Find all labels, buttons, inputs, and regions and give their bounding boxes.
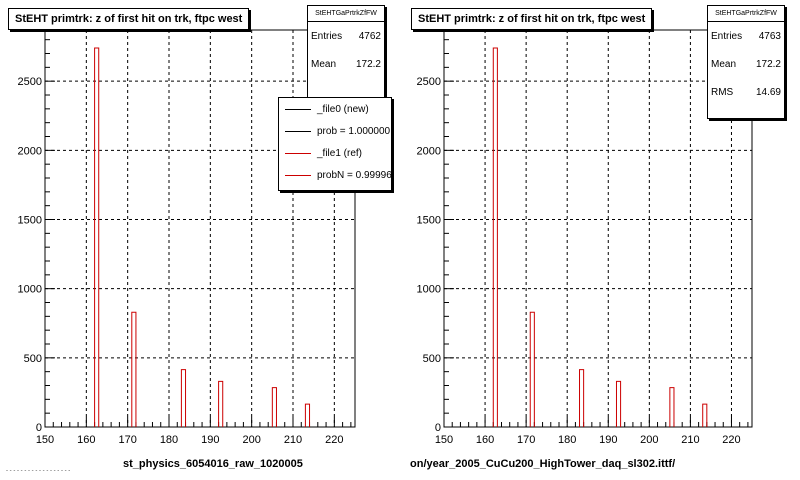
left-ytick-label-1500: 1500 — [18, 215, 42, 227]
left-bar-0-2 — [180, 369, 187, 427]
left-xtick-label-220: 220 — [325, 434, 343, 446]
left-xtick-label-180: 180 — [160, 434, 178, 446]
legend-label-probn: probN = 0.999966 — [317, 169, 392, 181]
left-chart-title: StEHT primtrk: z of first hit on trk, ft… — [8, 8, 250, 30]
left-stats-entries-value: 4762 — [358, 30, 381, 42]
left-stats-mean-value: 172.2 — [355, 58, 381, 70]
right-chart-title: StEHT primtrk: z of first hit on trk, ft… — [411, 8, 653, 30]
left-legend: _file0 (new) prob = 1.000000 _file1 (ref… — [278, 97, 392, 191]
right-stats-mean-value: 172.2 — [755, 58, 781, 70]
left-bar-0-1 — [131, 311, 137, 427]
right-xtick-label-210: 210 — [681, 434, 699, 446]
left-xtick-label-210: 210 — [284, 434, 302, 446]
left-stats-entries-row: Entries 4762 — [308, 22, 384, 50]
right-ytick-label-0: 0 — [435, 422, 441, 434]
left-plot-frame — [44, 29, 356, 428]
right-stats-entries-value: 4763 — [758, 30, 781, 42]
right-xtick-label-220: 220 — [722, 434, 740, 446]
right-stats-mean-row: Mean 172.2 — [708, 50, 784, 78]
right-stats-rms-value: 14.69 — [755, 86, 781, 98]
left-xtick-label-200: 200 — [242, 434, 260, 446]
right-plot-frame — [443, 29, 753, 428]
left-x-axis-label: st_physics_6054016_raw_1020005 — [123, 458, 303, 470]
right-stats-header: StEHTGaPrtrkZfFW — [708, 6, 784, 22]
legend-entry-probn: probN = 0.999966 — [279, 164, 391, 186]
left-stats-mean-row: Mean 172.2 — [308, 50, 384, 78]
legend-entry-file0: _file0 (new) — [279, 98, 391, 120]
right-stats-mean-label: Mean — [711, 58, 737, 70]
right-xtick-label-150: 150 — [435, 434, 453, 446]
legend-line-file1 — [285, 152, 311, 154]
legend-line-probn — [285, 174, 311, 176]
left-bar-0-0 — [94, 47, 100, 427]
right-xtick-label-190: 190 — [599, 434, 617, 446]
right-x-axis-label: on/year_2005_CuCu200_HighTower_daq_sl302… — [410, 458, 676, 470]
right-bar-0-2 — [579, 369, 585, 427]
left-ytick-label-2000: 2000 — [18, 145, 42, 157]
left-bar-0-3 — [218, 380, 224, 427]
right-histogram-panel: 150 160 170 180 190 200 210 220 0 500 1000 1500 2000… — [400, 0, 800, 480]
legend-line-prob — [285, 130, 311, 132]
right-ytick-label-1500: 1500 — [417, 215, 441, 227]
right-bar-0-1 — [529, 311, 535, 427]
left-stats-header: StEHTGaPrtrkZfFW — [308, 6, 384, 22]
right-stats-box: StEHTGaPrtrkZfFW Entries 4763 Mean 172.2… — [707, 5, 785, 119]
left-xtick-label-150: 150 — [36, 434, 54, 446]
right-bar-0-5 — [702, 403, 708, 427]
right-ytick-label-2500: 2500 — [417, 76, 441, 88]
right-histogram-plot: 150 160 170 180 190 200 210 220 0 500 1000 1500 2000… — [417, 29, 753, 446]
left-bar-0-5 — [304, 403, 311, 427]
right-stats-entries-row: Entries 4763 — [708, 22, 784, 50]
left-stats-mean-label: Mean — [311, 58, 337, 70]
legend-entry-prob: prob = 1.000000 — [279, 120, 391, 142]
legend-label-file0: _file0 (new) — [317, 103, 369, 115]
legend-label-prob: prob = 1.000000 — [317, 125, 391, 137]
left-ytick-label-500: 500 — [24, 353, 42, 365]
legend-line-file0 — [285, 108, 311, 110]
right-stats-rms-row: RMS 14.69 — [708, 78, 784, 106]
right-bar-0-0 — [492, 47, 498, 427]
left-ytick-label-2500: 2500 — [18, 76, 42, 88]
right-bar-0-4 — [669, 387, 675, 427]
right-ytick-label-2000: 2000 — [417, 145, 441, 157]
left-stats-box: StEHTGaPrtrkZfFW Entries 4762 Mean 172.2 — [307, 5, 385, 99]
legend-label-file1: _file1 (ref) — [317, 147, 363, 159]
right-xtick-label-160: 160 — [476, 434, 494, 446]
right-xtick-label-180: 180 — [558, 434, 576, 446]
left-bar-0-4 — [271, 387, 277, 427]
left-footnote: - - - - - - - - - - - - - - - - - - — [6, 468, 71, 474]
right-ytick-label-500: 500 — [423, 353, 441, 365]
left-xtick-label-170: 170 — [118, 434, 136, 446]
right-stats-rms-label: RMS — [711, 86, 734, 98]
left-ytick-label-1000: 1000 — [18, 284, 42, 296]
left-ytick-label-0: 0 — [36, 422, 42, 434]
right-ytick-label-1000: 1000 — [417, 284, 441, 296]
legend-entry-file1: _file1 (ref) — [279, 142, 391, 164]
right-stats-entries-label: Entries — [711, 30, 743, 42]
right-xtick-label-170: 170 — [517, 434, 535, 446]
left-xtick-label-160: 160 — [77, 434, 95, 446]
left-xtick-label-190: 190 — [201, 434, 219, 446]
right-bar-0-3 — [615, 380, 622, 427]
left-stats-entries-label: Entries — [311, 30, 343, 42]
right-xtick-label-200: 200 — [640, 434, 658, 446]
left-histogram-panel: 150 160 170 180 190 200 210 220 0 500 1000 1500 2000… — [6, 5, 392, 474]
